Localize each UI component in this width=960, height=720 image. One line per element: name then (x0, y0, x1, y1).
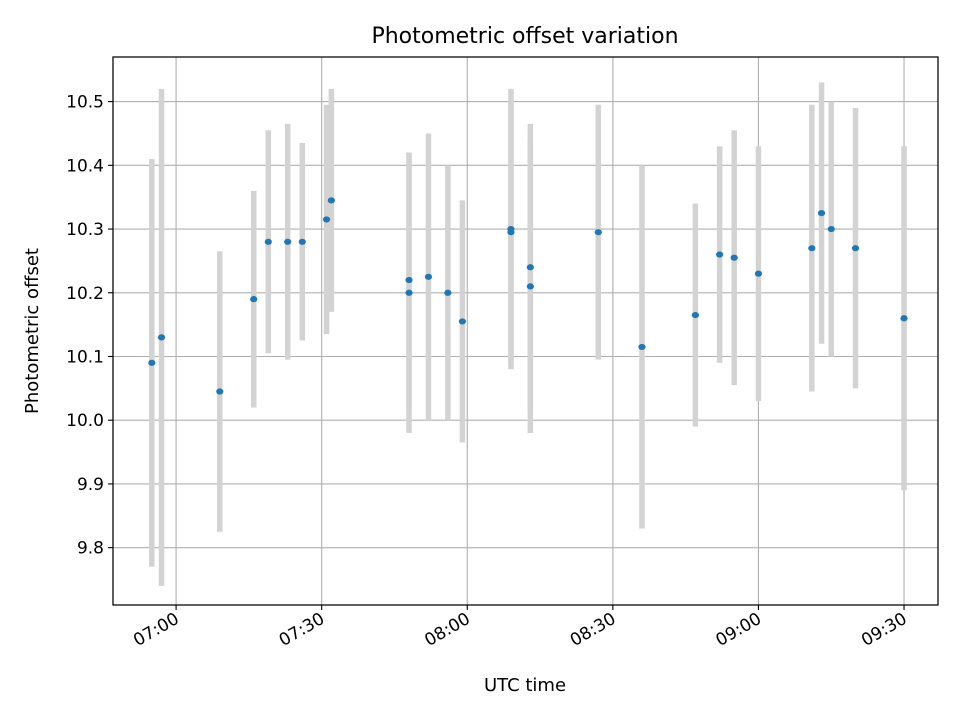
data-point (216, 388, 224, 395)
data-points (148, 197, 908, 395)
y-tick-label: 10.4 (66, 156, 104, 176)
data-point (754, 270, 763, 277)
data-point (157, 334, 166, 341)
data-point (298, 238, 306, 245)
data-point (322, 216, 331, 223)
y-tick-label: 10.0 (66, 411, 104, 431)
data-point (458, 318, 467, 325)
data-point (691, 311, 699, 319)
data-point (327, 197, 335, 204)
data-point (638, 343, 646, 351)
y-tick-label: 10.5 (66, 93, 104, 113)
y-axis-label: Photometric offset (22, 248, 43, 414)
data-point (264, 238, 272, 245)
data-point (405, 289, 413, 296)
y-tick-label: 10.2 (66, 284, 104, 304)
data-point (827, 225, 835, 233)
data-point (526, 283, 534, 290)
chart-title: Photometric offset variation (371, 24, 678, 49)
data-point (808, 245, 816, 252)
x-axis-label: UTC time (484, 675, 566, 696)
plot-frame (112, 56, 939, 606)
data-point (444, 289, 452, 296)
data-point (284, 238, 292, 245)
data-point (424, 273, 433, 280)
y-tick-label: 10.3 (66, 220, 104, 240)
data-point (405, 276, 413, 284)
data-point (250, 296, 258, 303)
data-point (716, 251, 724, 258)
data-point (526, 264, 534, 271)
data-point (851, 245, 860, 252)
y-tick-label: 9.9 (77, 475, 104, 495)
data-point (900, 315, 908, 322)
data-point (730, 254, 738, 261)
data-point (594, 229, 602, 236)
data-point (507, 229, 515, 236)
y-tick-label: 9.8 (77, 539, 104, 559)
y-tick-label: 10.1 (66, 347, 104, 367)
data-point (148, 359, 156, 366)
data-point (817, 210, 826, 217)
